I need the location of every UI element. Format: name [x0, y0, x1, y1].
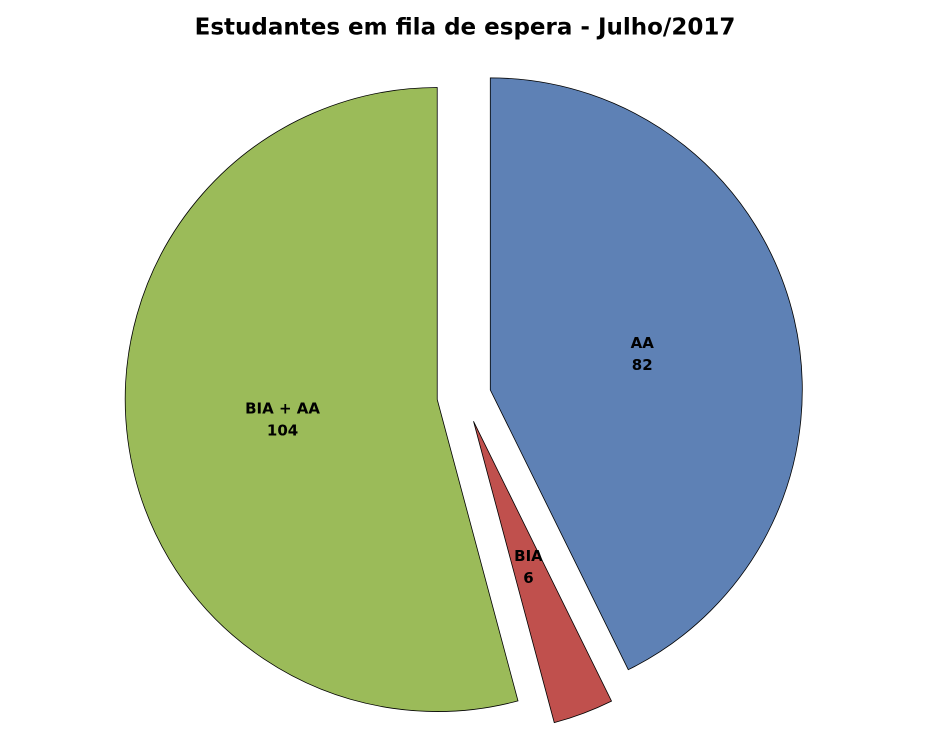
slice-label: AA	[631, 334, 655, 352]
slice-label: BIA + AA	[245, 399, 320, 417]
slice-value: 82	[632, 356, 653, 374]
slice-value: 104	[267, 421, 298, 439]
pie-slice	[124, 87, 519, 712]
pie-slice	[489, 77, 803, 671]
chart-title: Estudantes em fila de espera - Julho/201…	[195, 15, 736, 41]
slice-value: 6	[523, 569, 533, 587]
slice-label: BIA	[514, 547, 543, 565]
pie-slice	[473, 421, 613, 724]
